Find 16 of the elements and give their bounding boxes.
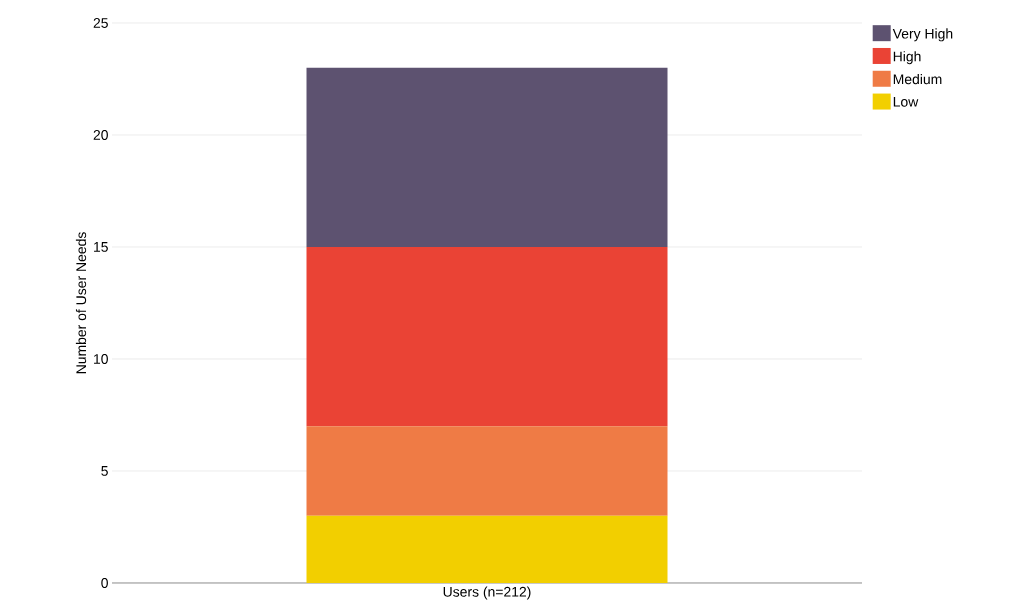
- y-tick-label: 10: [94, 354, 108, 364]
- y-tick-label: 0: [101, 578, 108, 588]
- legend-label: Low: [893, 97, 919, 107]
- y-tick-label: 25: [93, 18, 108, 28]
- y-tick-label: 5: [101, 466, 108, 476]
- legend-label: High: [893, 51, 921, 65]
- legend-label: Medium: [893, 73, 942, 85]
- bar: [306, 515, 668, 583]
- bar: [306, 246, 668, 427]
- y-tick-label: 20: [93, 130, 108, 140]
- y-axis-title: Number of User Needs: [75, 232, 87, 374]
- bar: [306, 426, 668, 516]
- legend-label: Very High: [892, 28, 953, 42]
- bar: [306, 67, 668, 247]
- x-tick-label: Users (n=212): [443, 586, 531, 600]
- y-tick-label: 15: [94, 242, 108, 252]
